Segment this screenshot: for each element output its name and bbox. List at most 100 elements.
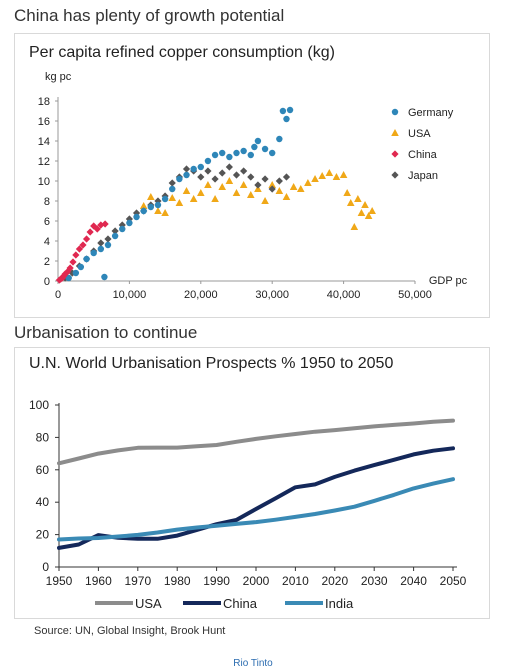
x-tick-label: 30,000 <box>255 289 289 301</box>
germany-point <box>65 274 72 282</box>
germany-point <box>197 163 204 171</box>
usa-point <box>154 207 162 214</box>
x-tick-label: 10,000 <box>113 289 147 301</box>
usa-point <box>182 187 191 194</box>
y-tick-label: 2 <box>44 256 50 268</box>
usa-point <box>197 189 205 196</box>
japan-point <box>247 173 255 181</box>
germany-point <box>97 245 105 253</box>
x-tick-label: 40,000 <box>327 289 361 301</box>
y-tick-label: 40 <box>36 495 50 509</box>
legend-label-usa: USA <box>408 128 431 140</box>
x-tick-label: 2030 <box>361 574 388 588</box>
x-tick-label: 2020 <box>321 574 348 588</box>
y-tick-label: 18 <box>38 96 50 108</box>
usa-point <box>225 177 234 184</box>
y-tick-label: 6 <box>44 216 50 228</box>
japan-point <box>254 181 262 189</box>
legend-marker-usa <box>391 129 399 136</box>
usa-point <box>350 223 359 230</box>
y-tick-label: 60 <box>36 463 50 477</box>
y-tick-label: 16 <box>38 116 50 128</box>
germany-point <box>119 225 126 233</box>
japan-point <box>182 165 191 173</box>
x-tick-label: 1980 <box>164 574 191 588</box>
germany-point <box>269 149 276 157</box>
y-tick-label: 4 <box>44 236 50 248</box>
usa-point <box>357 209 366 216</box>
y-tick-label: 8 <box>44 196 50 208</box>
source-note: Source: UN, Global Insight, Brook Hunt <box>34 625 226 637</box>
germany-point <box>233 149 240 157</box>
y-tick-label: 0 <box>42 560 49 574</box>
y-tick-label: 0 <box>44 276 50 288</box>
y-tick-label: 20 <box>36 528 50 542</box>
urbanisation-chart-panel: U.N. World Urbanisation Prospects % 1950… <box>14 347 490 619</box>
germany-point <box>147 203 155 211</box>
usa-point <box>289 183 298 190</box>
usa-point <box>296 185 305 192</box>
china-point <box>79 241 87 249</box>
x-tick-label: 1950 <box>46 574 73 588</box>
usa-point <box>346 199 355 206</box>
x-tick-label: 1960 <box>85 574 112 588</box>
y-tick-label: 12 <box>38 156 50 168</box>
legend-label-germany: Germany <box>408 107 454 119</box>
usa-point <box>161 209 169 216</box>
x-tick-label: 20,000 <box>184 289 218 301</box>
germany-point <box>161 195 169 203</box>
usa-point <box>204 181 212 188</box>
usa-point <box>168 194 177 201</box>
usa-point <box>332 173 341 180</box>
usa-point <box>343 189 351 196</box>
usa-point <box>211 195 219 202</box>
china-point <box>66 264 74 272</box>
germany-point <box>219 149 226 157</box>
japan-point <box>97 239 105 247</box>
japan-point <box>268 185 276 193</box>
germany-point <box>133 213 140 221</box>
usa-point <box>189 195 198 202</box>
germany-point <box>211 151 219 159</box>
x-tick-label: 1970 <box>124 574 151 588</box>
germany-point <box>247 151 254 159</box>
usa-point <box>268 181 276 188</box>
section-title-growth: China has plenty of growth potential <box>14 6 285 25</box>
usa-point <box>147 193 155 200</box>
usa-point <box>311 175 319 182</box>
y-tick-label: 100 <box>29 398 49 412</box>
germany-point <box>190 165 197 173</box>
copper-chart-panel: Per capita refined copper consumption (k… <box>14 33 490 318</box>
usa-point <box>175 199 184 206</box>
germany-point <box>183 171 190 179</box>
x-tick-label: 50,000 <box>398 289 432 301</box>
legend-marker-japan <box>391 171 399 179</box>
germany-point <box>83 255 90 263</box>
legend-label-china: China <box>223 596 258 611</box>
x-tick-label: 2050 <box>440 574 467 588</box>
copper-scatter-chart: kg pc GDP pc 0 2 4 6 8 10 12 14 16 18 0 10,000 20,000 3… <box>38 71 468 301</box>
germany-point <box>72 269 80 277</box>
x-tick-label: 0 <box>55 289 61 301</box>
germany-point <box>204 157 212 165</box>
japan-point <box>275 177 283 185</box>
section-title-urbanisation: Urbanisation to continue <box>14 323 198 342</box>
china-point <box>69 258 77 266</box>
usa-line <box>57 418 455 466</box>
usa-point <box>339 171 348 178</box>
legend-label-japan: Japan <box>408 170 438 182</box>
china-line <box>57 446 455 550</box>
germany-point <box>169 185 176 193</box>
china-point <box>93 225 101 233</box>
credit-link[interactable]: Rio Tinto <box>233 658 273 669</box>
germany-point <box>104 241 112 249</box>
usa-point <box>318 172 326 179</box>
china-point <box>101 220 109 228</box>
germany-point <box>90 249 97 257</box>
germany-point <box>126 219 133 227</box>
china-point <box>86 228 94 236</box>
usa-point <box>368 207 376 214</box>
germany-point <box>240 147 247 155</box>
japan-point <box>197 173 205 181</box>
germany-point <box>111 232 119 240</box>
